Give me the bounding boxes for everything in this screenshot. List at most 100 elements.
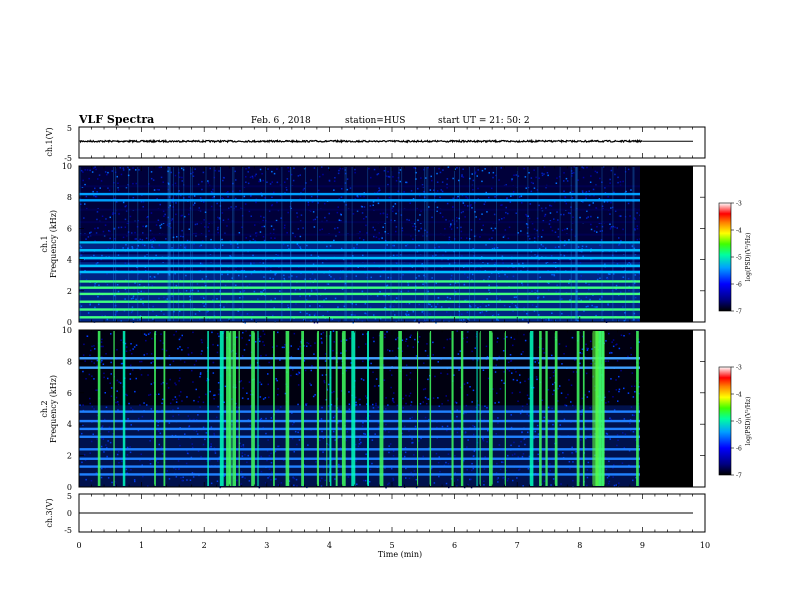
ch1-spectrogram-pixel	[593, 194, 595, 197]
ch1-spectrogram-pixel	[583, 310, 585, 312]
ch1-spectrogram-pixel	[436, 190, 439, 192]
ch1-spectrogram-pixel	[318, 175, 321, 178]
ch1-spectrogram-pixel	[466, 197, 469, 199]
ch2-spectrogram-pixel	[615, 389, 618, 391]
ch2-spectrogram-pixel	[110, 373, 112, 375]
ch2-spectrogram-pixel	[213, 398, 215, 400]
ch2-spectrogram-pixel	[487, 377, 490, 380]
ch2-spectrogram-pixel	[581, 352, 583, 355]
ch2-spectrogram-pixel	[303, 360, 306, 362]
ch2-spectrogram-pixel	[104, 418, 106, 421]
ch1-spectrogram-pixel	[292, 179, 295, 182]
ch1-spectrogram-pixel	[625, 190, 627, 193]
ch2-spectrogram-pixel	[410, 334, 412, 337]
ch2-spectrogram-pixel	[551, 407, 553, 410]
ch1-spectrogram-pixel	[198, 207, 200, 209]
ch2-spectrogram-pixel	[155, 393, 157, 396]
ch1-spectrogram-pixel	[188, 291, 190, 294]
ch1-spectrogram-pixel	[210, 238, 212, 241]
ch1-spectrogram-pixel	[379, 275, 382, 278]
ch1-spectrogram-pixel	[435, 282, 437, 285]
ch1-spectrogram-pixel	[116, 175, 118, 178]
ch1-spectrogram-pixel	[610, 201, 612, 204]
ch1-frequency-band	[79, 199, 643, 202]
ch1-spectrogram-pixel	[200, 296, 202, 298]
colorbar-tick-label: -7	[736, 473, 742, 480]
ch1-time-streak	[632, 167, 634, 321]
ch1-spectrogram-pixel	[325, 297, 327, 300]
ch1-spectrogram-pixel	[436, 181, 439, 183]
ch2-spectrogram-pixel	[116, 401, 119, 404]
ch1-spectrogram-pixel	[590, 248, 592, 250]
ch1-spectrogram-pixel	[527, 235, 529, 237]
ch2-spectrogram-pixel	[375, 402, 377, 405]
ch2-spectrogram-pixel	[565, 404, 568, 407]
colorbar-tick-label: -5	[736, 255, 742, 262]
ch1-time-streak	[559, 167, 561, 321]
ch1-spectrogram-pixel	[238, 274, 240, 277]
ch2-spectrogram-pixel	[174, 382, 176, 384]
ch2-spectrogram-pixel	[82, 424, 84, 426]
ch1-time-streak	[220, 167, 221, 321]
ch1-spectrogram-pixel	[603, 166, 605, 168]
ch2-spectrogram-pixel	[581, 409, 584, 411]
ch1-spectrogram-pixel	[354, 171, 356, 174]
ch2-spectrogram-pixel	[168, 478, 171, 480]
ch1-spectrogram-pixel	[302, 227, 304, 229]
ch1-spectrogram-pixel	[80, 246, 83, 249]
ch1-spectrogram-pixel	[548, 282, 550, 285]
ch2-spectrogram-pixel	[129, 373, 132, 375]
ch2-spectrogram-pixel	[370, 362, 372, 365]
ch2-spectrogram-pixel	[388, 445, 390, 447]
ch1-spectrogram-pixel	[145, 237, 148, 239]
ch2-spectrogram-pixel	[609, 417, 611, 419]
ch1-spectrogram-pixel	[117, 189, 120, 191]
ch1-spectrogram-pixel	[189, 295, 191, 298]
ch1-spectrogram-pixel	[248, 210, 251, 213]
ch1-spectrogram-pixel	[289, 205, 292, 208]
ch1-spectrogram-pixel	[596, 171, 598, 174]
ch1-spectrogram-pixel	[208, 230, 210, 232]
ch2-spectrogram-pixel	[189, 479, 192, 481]
ch1-spectrogram-pixel	[598, 198, 601, 200]
ch1-spectrogram-pixel	[481, 213, 483, 215]
ch2-spectrogram-pixel	[235, 336, 237, 339]
ch1-spectrogram-pixel	[570, 228, 573, 231]
ch2-spectrogram-pixel	[106, 455, 108, 458]
ch1-spectrogram-pixel	[609, 178, 611, 181]
ch1-spectrogram-pixel	[397, 177, 400, 179]
ch2-spectrogram-pixel	[372, 403, 374, 406]
ch1-spectrogram-pixel	[619, 215, 622, 217]
ch1-spectrogram-pixel	[512, 275, 515, 278]
ch1-spectrogram-pixel	[494, 196, 496, 198]
ch1-spectrogram-pixel	[363, 195, 365, 198]
ch1-spectrogram-pixel	[638, 273, 641, 275]
ch2-spectrogram-pixel	[523, 333, 525, 336]
ch1-spectrogram-pixel	[560, 240, 562, 242]
ch1-spectrogram-pixel	[417, 219, 419, 221]
ch2-spectrogram-pixel	[505, 469, 507, 472]
ch1-spectrogram-pixel	[471, 173, 473, 175]
ch1-spectrogram-pixel	[558, 291, 560, 294]
ch1-spectrogram-pixel	[609, 228, 612, 230]
ch1-spectrogram-pixel	[410, 234, 412, 237]
ch2-spectrogram-pixel	[177, 414, 180, 416]
ch1-spectrogram-pixel	[510, 195, 512, 197]
ch1-spectrogram-pixel	[414, 289, 417, 291]
ch1-spectrogram-pixel	[136, 248, 138, 250]
ch2-spectrogram-pixel	[83, 453, 86, 456]
ch2-spectrogram-pixel	[510, 336, 512, 339]
ch2-spectrogram-pixel	[616, 444, 618, 447]
ch1-spectrogram-pixel	[423, 312, 425, 315]
ch2-spectrogram-pixel	[466, 446, 468, 448]
ch2-spectrogram-pixel	[432, 397, 435, 399]
ch1-spectrogram-pixel	[203, 201, 205, 203]
ch1-spectrogram-pixel	[104, 171, 107, 173]
ch1-spectrogram-pixel	[477, 307, 479, 309]
ch2-spectrogram-pixel	[236, 479, 238, 482]
ch2-spectrogram-pixel	[140, 374, 143, 376]
ch1-spectrogram-pixel	[142, 243, 144, 246]
ch1-spectrogram-pixel	[83, 217, 85, 219]
ch2-spectrogram-pixel	[100, 445, 103, 448]
ch1-spectrogram-pixel	[227, 196, 229, 198]
